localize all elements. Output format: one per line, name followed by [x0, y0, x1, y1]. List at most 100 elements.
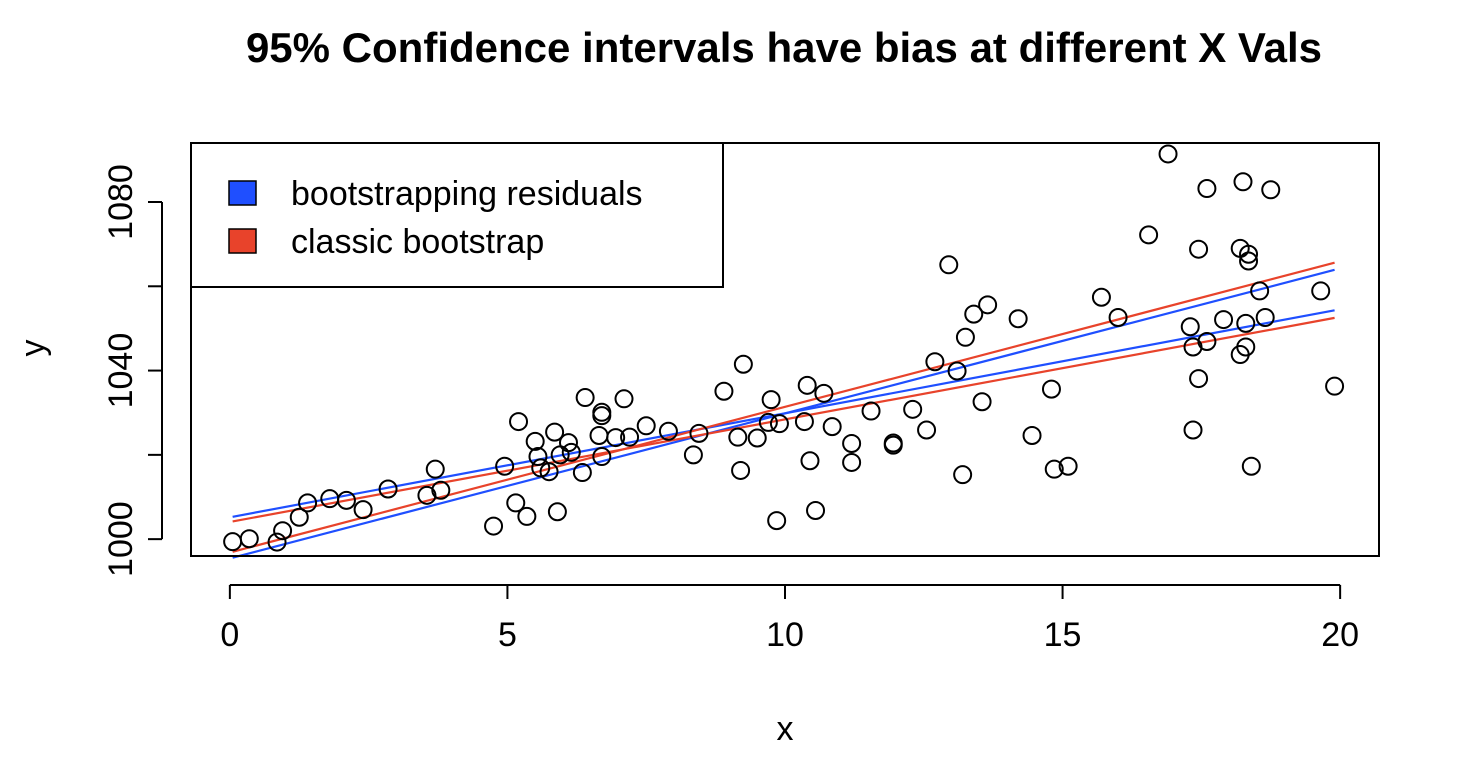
data-point	[925, 352, 945, 372]
data-point	[883, 433, 903, 453]
data-point	[1255, 307, 1275, 327]
data-point	[822, 417, 842, 437]
data-point	[572, 463, 592, 483]
data-point	[861, 401, 881, 421]
data-point	[378, 479, 398, 499]
data-point	[1261, 180, 1281, 200]
data-point	[545, 422, 565, 442]
data-point	[495, 456, 515, 476]
data-point	[1250, 281, 1270, 301]
data-point	[1058, 456, 1078, 476]
data-point	[1214, 310, 1234, 330]
data-point	[289, 507, 309, 527]
y-tick-label: 1000	[102, 501, 140, 577]
data-point	[903, 399, 923, 419]
data-point	[1041, 379, 1061, 399]
data-point	[800, 451, 820, 471]
data-point	[806, 500, 826, 520]
legend: bootstrapping residuals classic bootstrap	[190, 142, 724, 288]
data-point	[1022, 425, 1042, 445]
data-point	[417, 485, 437, 505]
data-point	[1233, 172, 1253, 192]
data-point	[1236, 337, 1256, 357]
data-point	[842, 433, 862, 453]
data-point	[575, 388, 595, 408]
data-point	[1139, 225, 1159, 245]
y-tick-label: 1040	[102, 333, 140, 409]
data-point	[614, 389, 634, 409]
data-point	[592, 406, 612, 426]
data-point	[1044, 459, 1064, 479]
data-point	[731, 460, 751, 480]
data-point	[353, 500, 373, 520]
data-point	[1183, 420, 1203, 440]
data-point	[1008, 309, 1028, 329]
x-tick-label: 20	[1321, 616, 1359, 654]
data-point	[561, 442, 581, 462]
legend-swatch	[228, 228, 257, 254]
data-point	[1239, 251, 1259, 271]
data-point	[1239, 244, 1259, 264]
data-point	[1241, 456, 1261, 476]
data-point	[917, 420, 937, 440]
data-point	[689, 423, 709, 443]
data-point	[1108, 307, 1128, 327]
data-point	[797, 375, 817, 395]
ci-line-3	[232, 261, 1335, 553]
data-point	[947, 361, 967, 381]
x-tick-label: 0	[220, 616, 239, 654]
data-point	[620, 427, 640, 447]
data-point	[1311, 281, 1331, 301]
data-point	[528, 447, 548, 467]
data-point	[758, 412, 778, 432]
data-point	[683, 445, 703, 465]
data-point	[955, 327, 975, 347]
legend-swatch	[228, 180, 257, 206]
data-point	[547, 502, 567, 522]
data-point	[953, 465, 973, 485]
plot-area	[223, 144, 1345, 559]
data-point	[223, 532, 243, 552]
data-point	[539, 462, 559, 482]
data-point	[733, 354, 753, 374]
legend-label: classic bootstrap	[291, 223, 544, 261]
data-point	[658, 421, 678, 441]
data-point	[558, 433, 578, 453]
data-point	[531, 458, 551, 478]
data-point	[761, 390, 781, 410]
data-point	[1158, 144, 1178, 164]
data-point	[298, 493, 318, 513]
data-point	[972, 392, 992, 412]
data-point	[239, 529, 259, 549]
data-point	[606, 428, 626, 448]
data-point	[592, 447, 612, 467]
data-point	[425, 459, 445, 479]
data-point	[714, 381, 734, 401]
x-axis-label: x	[777, 710, 794, 748]
data-point	[636, 416, 656, 436]
data-point	[1197, 179, 1217, 199]
data-point	[525, 431, 545, 451]
axes: 0 5 10 15 20 1000 1040 1080	[102, 142, 1380, 654]
data-point	[794, 412, 814, 432]
y-axis-label: y	[14, 340, 52, 357]
plot-frame	[190, 142, 1380, 557]
data-point	[1197, 331, 1217, 351]
data-point	[336, 490, 356, 510]
data-point	[1325, 376, 1345, 396]
x-tick-label: 10	[766, 616, 804, 654]
data-point	[769, 414, 789, 434]
ci-line-1	[232, 268, 1335, 559]
data-point	[842, 452, 862, 472]
x-tick-label: 5	[498, 616, 517, 654]
data-point	[1091, 287, 1111, 307]
data-point	[1189, 369, 1209, 389]
x-tick-label: 15	[1044, 616, 1082, 654]
data-point	[431, 480, 451, 500]
data-point	[978, 295, 998, 315]
data-point	[939, 255, 959, 275]
data-point	[506, 493, 526, 513]
data-point	[267, 532, 287, 552]
legend-box	[190, 142, 724, 288]
